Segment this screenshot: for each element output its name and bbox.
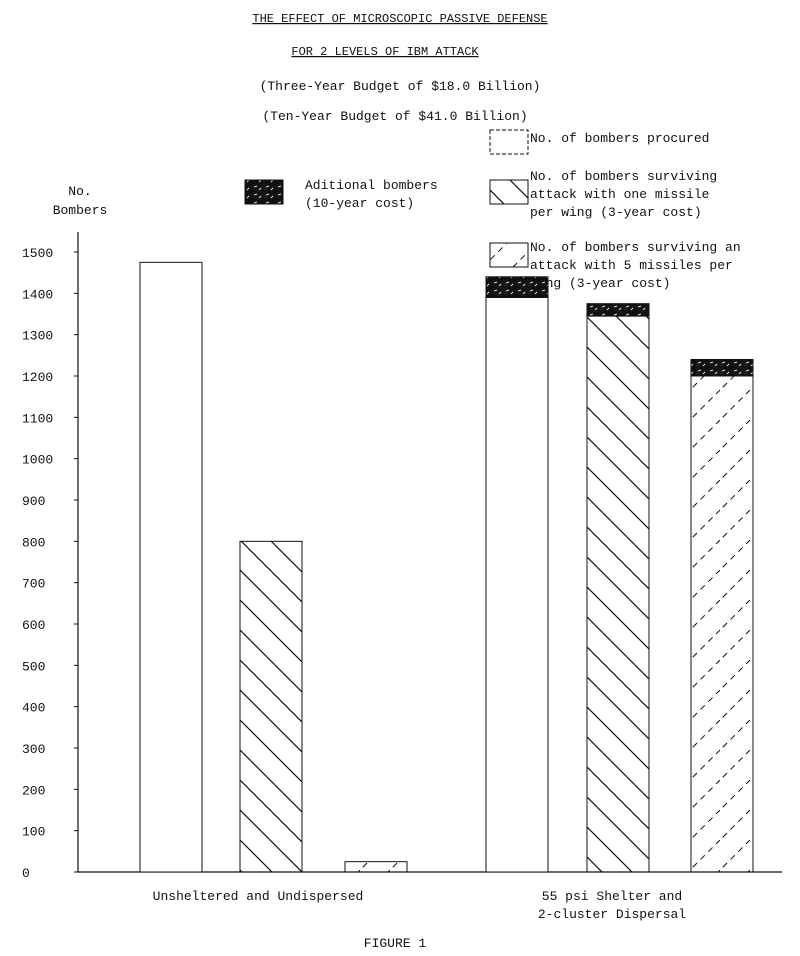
bars [139, 261, 754, 873]
note-three-year: (Three-Year Budget of $18.0 Billion) [260, 79, 541, 94]
legend-label-additional: (10-year cost) [305, 196, 414, 211]
bar-additional-one-group-2 [586, 303, 650, 317]
y-tick-label: 1100 [22, 411, 53, 426]
bar-procured-group-1 [139, 261, 203, 873]
y-tick-label: 0 [22, 866, 30, 881]
x-label-group-2-line-1: 55 psi Shelter and [542, 889, 682, 904]
axes: 0 100 200 300 400 500 600 700 800 900 1000 1100 1200… [22, 232, 782, 881]
y-tick-label: 900 [22, 494, 45, 509]
legend-swatch-five [489, 242, 529, 268]
bar-five-group-2 [690, 375, 754, 873]
legend: No. of bombers procured No. of bombers su… [244, 129, 741, 291]
bar-additional-five-group-2 [690, 358, 754, 377]
y-tick-label: 800 [22, 535, 45, 550]
y-tick-label: 500 [22, 659, 45, 674]
bar-one-group-2 [586, 315, 650, 873]
legend-label-procured: No. of bombers procured [530, 131, 709, 146]
y-label-1: No. [68, 184, 91, 199]
y-tick-label: 200 [22, 783, 45, 798]
bar-one-group-1 [239, 540, 303, 873]
bar-procured-group-2 [485, 296, 549, 873]
y-tick-label: 1000 [22, 453, 53, 468]
figure-caption: FIGURE 1 [364, 936, 427, 951]
y-tick-label: 400 [22, 701, 45, 716]
y-tick-label: 1400 [22, 287, 53, 302]
x-label-group-1: Unsheltered and Undispersed [153, 889, 364, 904]
y-tick-label: 300 [22, 742, 45, 757]
legend-label-five: wing (3-year cost) [530, 276, 670, 291]
bar-five-group-1 [344, 861, 408, 873]
y-tick-label: 1500 [22, 246, 53, 261]
legend-label-one: attack with one missile [530, 187, 709, 202]
note-ten-year: (Ten-Year Budget of $41.0 Billion) [262, 109, 527, 124]
x-label-group-2-line-2: 2-cluster Dispersal [538, 907, 686, 922]
bar-additional-procured-group-2 [485, 276, 549, 298]
y-tick-label: 1300 [22, 329, 53, 344]
legend-label-additional: Aditional bombers [305, 178, 438, 193]
chart-title: THE EFFECT OF MICROSCOPIC PASSIVE DEFENS… [252, 12, 547, 26]
chart-subtitle: FOR 2 LEVELS OF IBM ATTACK [291, 45, 479, 59]
y-tick-label: 100 [22, 825, 45, 840]
legend-label-five: attack with 5 missiles per [530, 258, 733, 273]
legend-swatch-one [489, 179, 529, 205]
y-tick-label: 1200 [22, 370, 53, 385]
y-tick-label: 600 [22, 618, 45, 633]
legend-label-one: No. of bombers surviving [530, 169, 717, 184]
y-tick-label: 700 [22, 577, 45, 592]
legend-label-one: per wing (3-year cost) [530, 205, 702, 220]
y-label-2: Bombers [53, 203, 108, 218]
legend-swatch-procured [489, 129, 529, 155]
legend-label-five: No. of bombers surviving an [530, 240, 741, 255]
legend-swatch-additional [244, 179, 284, 205]
